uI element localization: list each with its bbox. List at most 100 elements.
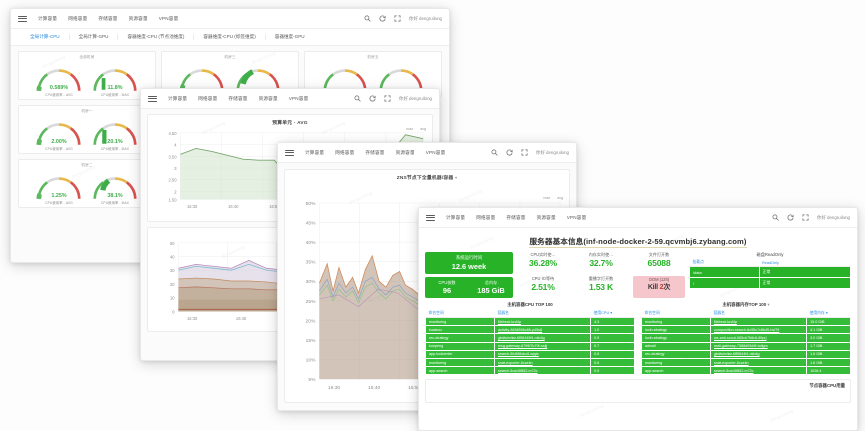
table-row[interactable]: rec-strategy gbdtsimilar-6ff5644f4-nkb4g 1… bbox=[641, 349, 851, 359]
nav-link-resource[interactable]: 资源容量 bbox=[128, 15, 148, 21]
tab-global-compute-gpu[interactable]: 全局计算-GPU bbox=[68, 34, 118, 40]
table-row[interactable]: / 正常 bbox=[689, 277, 851, 289]
nav-link-storage[interactable]: 存储容量 bbox=[228, 95, 248, 101]
chevron-down-icon[interactable]: ▾ bbox=[610, 311, 613, 315]
nav-link-network[interactable]: 网络容量 bbox=[476, 214, 496, 220]
table-row[interactable]: app-search search-5cdc5f852-m72c 0.5 bbox=[425, 366, 635, 376]
col-namespace[interactable]: 命名空间 bbox=[425, 310, 495, 318]
legend-max[interactable]: max bbox=[543, 196, 551, 200]
user-greeting[interactable]: 你好 dengruilong bbox=[409, 15, 442, 21]
metric-label: 文件打开数 bbox=[648, 252, 670, 257]
table-row[interactable]: luxin-strategy composition-search-6c55c7c… bbox=[641, 325, 851, 335]
nav-link-network[interactable]: 网络容量 bbox=[68, 15, 88, 21]
nav-link-compute[interactable]: 计算容量 bbox=[38, 15, 58, 21]
hamburger-icon[interactable] bbox=[285, 149, 294, 156]
search-icon[interactable] bbox=[491, 149, 498, 156]
nav-link-vpn[interactable]: VPN容量 bbox=[158, 15, 179, 21]
col-namespace[interactable]: 命名空间 bbox=[641, 310, 711, 318]
cell-container[interactable]: composition-search-6c55c7c8b45-hvf79 bbox=[709, 325, 808, 335]
nav-link-resource[interactable]: 资源容量 bbox=[395, 149, 415, 155]
nav-link-vpn[interactable]: VPN容量 bbox=[288, 95, 309, 101]
cell-container[interactable]: gbdtsimilar-6f56449f4-nkb4g bbox=[493, 333, 592, 343]
gauge-card[interactable]: 机房二 1.25% C bbox=[18, 159, 156, 208]
fullscreen-icon[interactable] bbox=[384, 95, 391, 102]
table-row[interactable]: kunpeng msg-gateway-6799f7b79f-rwjlj 0.7 bbox=[425, 341, 635, 351]
window-server-info[interactable]: 计算容量 网络容量 存储容量 资源容量 VPN容量 你好 dengruilong… bbox=[418, 207, 858, 431]
gauge-card[interactable]: 全部机房 0.589% bbox=[18, 51, 156, 100]
nav-link-storage[interactable]: 存储容量 bbox=[98, 15, 118, 21]
cell-container[interactable]: gbdtsimilar-6ff5644f4-nkb4g bbox=[709, 349, 808, 359]
cell-container[interactable]: wx-anti-scout-565cb768c6-89prj bbox=[709, 333, 808, 343]
tab-global-compute-cpu[interactable]: 全局计算-CPU bbox=[30, 34, 60, 39]
col-mem-usage[interactable]: 使用内存 ▾ bbox=[806, 310, 851, 318]
disk-readonly-title: 磁盘ReadOnly bbox=[756, 252, 784, 257]
table-row[interactable]: app-search search-5cdc5f852-m72c 1028.4 bbox=[641, 366, 851, 376]
search-icon[interactable] bbox=[772, 214, 779, 221]
chevron-down-icon[interactable]: ▾ bbox=[454, 175, 458, 180]
table-row[interactable]: monitoring snat-exporter-6cwrkn 1.6 GiB bbox=[641, 357, 851, 368]
cell-container[interactable]: search-5cdc5f852-m72c bbox=[493, 366, 592, 376]
tab-container-cpu-label[interactable]: 容器维度-CPU (标签维度) bbox=[193, 34, 264, 40]
cell-container[interactable]: mall-gateway-7588d95d9f-bdlgm bbox=[709, 341, 808, 351]
gauge-card[interactable]: 机房一 2.00% C bbox=[18, 105, 156, 154]
hamburger-icon[interactable] bbox=[148, 95, 157, 102]
nav-link-compute[interactable]: 计算容量 bbox=[305, 149, 325, 155]
cell-container[interactable]: filebeat-kzd4p bbox=[709, 316, 808, 327]
cell-container[interactable]: search-5cdc5f852-m72c bbox=[709, 366, 808, 376]
tab-container-gpu[interactable]: 容器维度-GPU bbox=[264, 34, 314, 40]
fullscreen-icon[interactable] bbox=[394, 15, 401, 22]
nav-link-resource[interactable]: 资源容量 bbox=[536, 214, 556, 220]
nav-link-resource[interactable]: 资源容量 bbox=[258, 95, 278, 101]
gauge-value: 0.589% bbox=[49, 85, 69, 91]
cell-container[interactable]: snat-exporter-6cwrkn bbox=[709, 357, 808, 368]
table-row[interactable]: kuaisou activity-8456566c86-p45s8 1.0 bbox=[425, 325, 635, 335]
table-row[interactable]: /data 正常 bbox=[689, 266, 851, 278]
refresh-icon[interactable] bbox=[379, 15, 386, 22]
fullscreen-icon[interactable] bbox=[802, 214, 809, 221]
nav-link-storage[interactable]: 存储容量 bbox=[365, 149, 385, 155]
cell-container[interactable]: msg-gateway-6799f7b79f-rwjlj bbox=[493, 341, 592, 351]
cell-container[interactable]: activity-8456566c86-p45s8 bbox=[493, 325, 592, 335]
table-row[interactable]: rec-strategy gbdtsimilar-6f56449f4-nkb4g 0… bbox=[425, 333, 635, 343]
search-icon[interactable] bbox=[364, 15, 371, 22]
refresh-icon[interactable] bbox=[506, 149, 513, 156]
search-icon[interactable] bbox=[354, 95, 361, 102]
tab-container-cpu-nodepool[interactable]: 容器维度-CPU (节点池维度) bbox=[117, 34, 193, 40]
user-greeting[interactable]: 你好 dengruilong bbox=[536, 149, 569, 155]
nav-link-network[interactable]: 网络容量 bbox=[198, 95, 218, 101]
table-row[interactable]: admall mall-gateway-7588d95d9f-bdlgm 1.7 G… bbox=[641, 341, 851, 351]
nav-link-compute[interactable]: 计算容量 bbox=[168, 95, 188, 101]
cell-container[interactable]: filebeat-kzd4p bbox=[493, 316, 592, 327]
legend-avg[interactable]: avg bbox=[557, 196, 563, 200]
legend-avg[interactable]: avg bbox=[420, 127, 426, 131]
col-container-name[interactable]: 容器名 bbox=[710, 310, 807, 318]
nav-link-compute[interactable]: 计算容量 bbox=[446, 214, 466, 220]
user-greeting[interactable]: 你好 dengruilong bbox=[817, 214, 850, 220]
nav-link-vpn[interactable]: VPN容量 bbox=[425, 149, 446, 155]
refresh-icon[interactable] bbox=[787, 214, 794, 221]
user-greeting[interactable]: 你好 dengruilong bbox=[399, 95, 432, 101]
table-row[interactable]: monitoring filebeat-kzd4p 15.0 GiB bbox=[641, 316, 851, 327]
gauge-card-title: 机房三 bbox=[224, 55, 236, 59]
node-container-cpu-panel[interactable]: 节点容器CPU用量 bbox=[425, 379, 851, 404]
col-cpu-usage[interactable]: 使用CPU ▾ bbox=[590, 310, 635, 318]
hamburger-icon[interactable] bbox=[18, 15, 27, 22]
table-row[interactable]: monitoring filebeat-kzd4p 4.3 bbox=[425, 316, 635, 327]
metric-cpu-realtime: CPU实时使… 36.28% bbox=[517, 252, 569, 274]
table-row[interactable]: luxin-strategy wx-anti-scout-565cb768c6-8… bbox=[641, 333, 851, 343]
cell-container[interactable]: search-5fc586dcc6-wjqtx bbox=[493, 349, 592, 359]
refresh-icon[interactable] bbox=[369, 95, 376, 102]
cell-container[interactable]: snat-exporter-6cwrkn bbox=[493, 357, 592, 368]
legend-max[interactable]: max bbox=[406, 127, 414, 131]
fullscreen-icon[interactable] bbox=[521, 149, 528, 156]
cpu-cores-cell: CPU核数 96 bbox=[425, 277, 469, 298]
hamburger-icon[interactable] bbox=[426, 214, 435, 221]
nav-link-storage[interactable]: 存储容量 bbox=[506, 214, 526, 220]
nav-link-vpn[interactable]: VPN容量 bbox=[566, 214, 587, 220]
table-row[interactable]: monitoring snat-exporter-6cwrkn 0.6 bbox=[425, 357, 635, 368]
table-row[interactable]: app-toolcenter search-5fc586dcc6-wjqtx 0.6 bbox=[425, 349, 635, 359]
chevron-down-icon[interactable]: ▾ bbox=[767, 302, 770, 307]
col-container-name[interactable]: 容器名 bbox=[494, 310, 591, 318]
chevron-down-icon[interactable]: ▾ bbox=[825, 311, 828, 315]
nav-link-network[interactable]: 网络容量 bbox=[335, 149, 355, 155]
